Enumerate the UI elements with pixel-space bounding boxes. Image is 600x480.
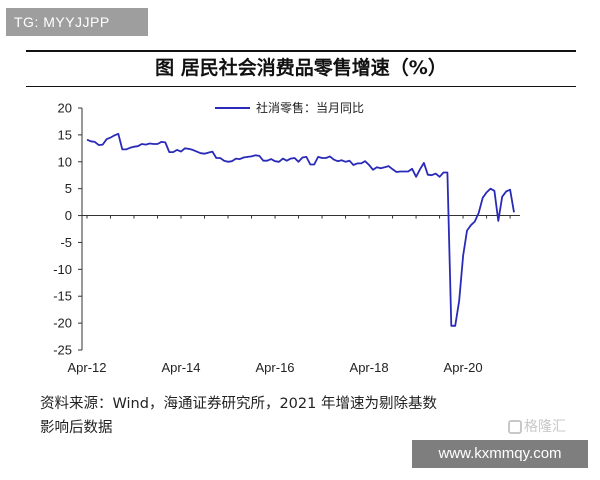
x-axis: Apr-12 Apr-14 Apr-16 Apr-18 Apr-20 <box>67 215 520 375</box>
source-line-2: 影响后数据 <box>40 420 113 436</box>
x-tick-label: Apr-18 <box>350 360 389 375</box>
legend-label: 社消零售：当月同比 <box>256 100 364 115</box>
site-watermark: www.kxmmqy.com <box>412 440 588 468</box>
x-tick-label: Apr-16 <box>256 360 295 375</box>
brand-logo: 格隆汇 <box>508 416 566 438</box>
brand-logo-text: 格隆汇 <box>524 419 566 435</box>
x-tick-label: Apr-20 <box>444 360 483 375</box>
chart-title: 图 居民社会消费品零售增速（%） <box>155 57 447 79</box>
x-tick-label: Apr-12 <box>67 360 106 375</box>
x-tick-label: Apr-14 <box>162 360 201 375</box>
y-tick-label: -5 <box>60 235 72 250</box>
legend: 社消零售：当月同比 <box>215 100 364 115</box>
title-top-rule <box>26 50 576 52</box>
y-tick-label: -25 <box>53 343 72 358</box>
title-bottom-rule <box>26 86 576 87</box>
y-tick-label: -15 <box>53 289 72 304</box>
brand-logo-icon <box>508 420 522 434</box>
top-watermark: TG: MYYJJPP <box>6 8 148 36</box>
y-tick-label: -20 <box>53 316 72 331</box>
source-note: 资料来源：Wind，海通证券研究所，2021 年增速为剔除基数 影响后数据 <box>40 392 560 440</box>
y-tick-label: 5 <box>65 181 72 196</box>
y-tick-label: 10 <box>58 154 72 169</box>
y-tick-label: 15 <box>58 127 72 142</box>
y-axis: 20 15 10 5 0 -5 -10 -15 -20 -25 <box>53 101 83 358</box>
series-line <box>86 132 515 327</box>
series-layer <box>86 132 515 327</box>
y-tick-label: 20 <box>58 101 72 116</box>
source-line-1: 资料来源：Wind，海通证券研究所，2021 年增速为剔除基数 <box>40 396 437 412</box>
y-tick-label: 0 <box>65 208 72 223</box>
y-tick-label: -10 <box>53 262 72 277</box>
